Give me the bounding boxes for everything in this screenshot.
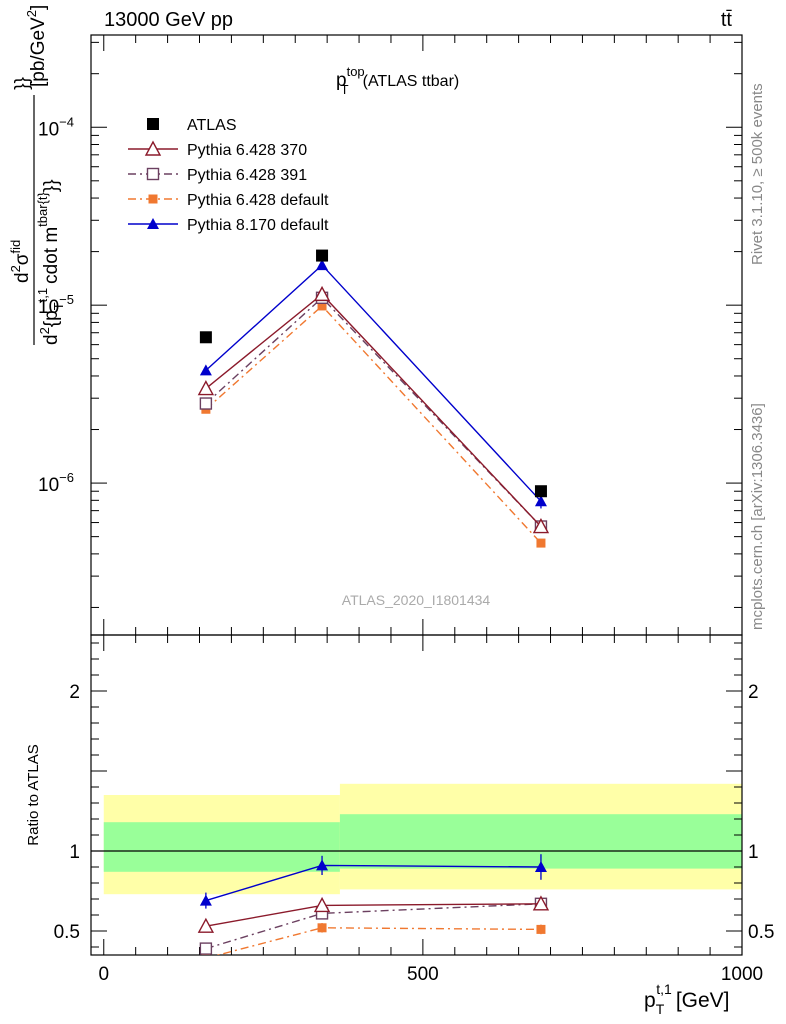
- line-pythia-8-170-default: [205, 264, 542, 502]
- ratio-point-pythia-8-170-default: [199, 894, 212, 906]
- point-pythia-6-428-370: [197, 380, 215, 396]
- legend-label-pythia-6-428-default: Pythia 6.428 default: [187, 192, 329, 209]
- point-pythia-6-428-391: [199, 397, 213, 410]
- x-tick-label: 500: [407, 964, 439, 985]
- ylabel-denominator: d2{pTt,1cdot mtbar{t}}}: [35, 179, 66, 345]
- legend-label-pythia-6-428-391: Pythia 6.428 391: [187, 167, 307, 184]
- ratio-line-pythia-6-428-370: [205, 903, 541, 927]
- legend-marker-pythia-6-428-default: [148, 194, 158, 204]
- point-pythia-8-170-default: [316, 259, 329, 271]
- point-atlas: [199, 331, 212, 344]
- ratio-xlabel: pTt,1 [GeV]: [644, 981, 730, 1017]
- legend-label-pythia-8-170-default: Pythia 8.170 default: [187, 217, 329, 234]
- line-pythia-6-428-370: [205, 293, 542, 527]
- ratio-point-pythia-6-428-391: [199, 942, 213, 955]
- ratio-y-tick-label-right: 0.5: [748, 922, 774, 943]
- main-x-ticks: [103, 35, 743, 635]
- band-green: [103, 822, 340, 872]
- legend: ATLAS Pythia 6.428 370 Pythia 6.428 391 Pyt…: [128, 117, 329, 234]
- ratio-ylabel: Ratio to ATLAS: [25, 744, 42, 845]
- line-pythia-6-428-default: [205, 304, 542, 544]
- ratio-x-ticks: 0 500 1000: [98, 635, 763, 985]
- analysis-watermark: ATLAS_2020_I1801434: [342, 592, 491, 608]
- ratio-series: [197, 854, 550, 955]
- point-pythia-6-428-default: [317, 301, 327, 311]
- main-panel: 10−6 10−5 10−4 ptop T (ATLAS ttbar) ATLAS_20…: [8, 5, 743, 636]
- ratio-point-pythia-8-170-default: [534, 861, 547, 872]
- legend-label-pythia-6-428-370: Pythia 6.428 370: [187, 142, 307, 159]
- main-title: ptop T (ATLAS ttbar): [336, 64, 459, 97]
- ratio-y-tick-label-right: 1: [748, 842, 759, 863]
- ratio-line-pythia-6-428-default: [215, 927, 541, 955]
- ratio-y-tick-label-left: 1: [69, 842, 80, 863]
- ratio-y-tick-label-right: 2: [748, 682, 759, 703]
- legend-label-atlas: ATLAS: [187, 117, 237, 134]
- ylabel-numerator: d2σfid}}: [8, 77, 33, 283]
- ratio-series-clipped: [197, 854, 550, 955]
- x-tick-label: 0: [98, 964, 109, 985]
- ratio-point-pythia-6-428-370: [532, 895, 550, 911]
- process-label: tt̄: [721, 9, 733, 31]
- main-ylabel: d2σfid}} d2{pTt,1cdot mtbar{t}}} [pb/GeV…: [8, 5, 66, 345]
- point-pythia-6-428-370: [532, 518, 550, 534]
- legend-marker-pythia-8-170-default: [147, 218, 159, 229]
- ratio-point-pythia-6-428-370: [313, 896, 331, 913]
- legend-marker-pythia-6-428-391: [146, 167, 160, 181]
- ratio-y-tick-label-left: 0.5: [54, 922, 80, 943]
- point-pythia-8-170-default: [534, 495, 547, 507]
- energy-label: 13000 GeV pp: [104, 9, 233, 31]
- ratio-panel: 0.5 0.5 1 1 2 2 0 500 1000 Ratio to ATLAS pTt,1…: [25, 634, 774, 1017]
- legend-marker-atlas: [147, 118, 159, 130]
- rivet-label: Rivet 3.1.10, ≥ 500k events: [749, 83, 766, 265]
- ratio-point-pythia-6-428-370: [197, 917, 215, 933]
- point-atlas: [534, 485, 547, 498]
- line-pythia-6-428-391: [205, 296, 542, 528]
- point-pythia-6-428-default: [536, 538, 546, 548]
- y-tick-label: 10−4: [38, 114, 74, 140]
- ratio-point-pythia-6-428-default: [317, 923, 327, 933]
- ratio-frame: [90, 634, 743, 956]
- mcplots-label: mcplots.cern.ch [arXiv:1306.3436]: [749, 403, 766, 630]
- ratio-uncertainty-bands: [103, 783, 742, 895]
- ratio-point-pythia-6-428-default: [536, 924, 546, 934]
- main-y-ticks: 10−6 10−5 10−4: [38, 41, 742, 608]
- point-pythia-6-428-370: [313, 285, 331, 302]
- ratio-point-pythia-8-170-default: [316, 859, 329, 871]
- ylabel-unit: [pb/GeV2]: [24, 5, 49, 87]
- ratio-y-tick-label-left: 2: [69, 682, 80, 703]
- ratio-y-ticks: 0.5 0.5 1 1 2 2: [54, 642, 774, 948]
- y-tick-label: 10−5: [38, 292, 74, 318]
- point-pythia-8-170-default: [199, 364, 212, 376]
- main-series: [197, 249, 550, 548]
- ratio-line-pythia-6-428-391: [205, 903, 541, 950]
- point-atlas: [316, 249, 329, 262]
- y-tick-label: 10−6: [38, 470, 74, 496]
- x-tick-label: 1000: [721, 964, 763, 985]
- legend-marker-pythia-6-428-370: [144, 140, 162, 156]
